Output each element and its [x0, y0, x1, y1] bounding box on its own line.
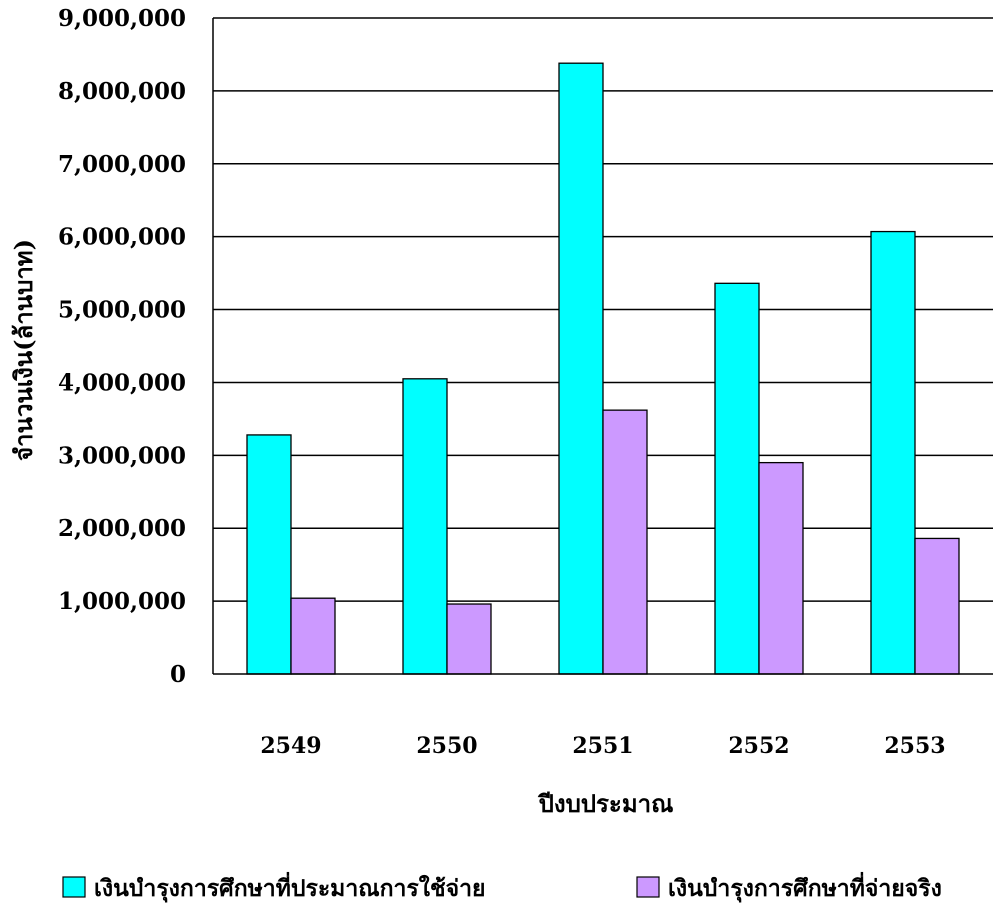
- y-tick-label: 1,000,000: [58, 588, 186, 615]
- legend-item-planned: เงินบำรุงการศึกษาที่ประมาณการใช้จ่าย: [62, 871, 486, 903]
- legend-label-actual: เงินบำรุงการศึกษาที่จ่ายจริง: [668, 871, 942, 903]
- legend-label-planned: เงินบำรุงการศึกษาที่ประมาณการใช้จ่าย: [94, 871, 486, 903]
- bar-actual-2551: [602, 409, 648, 675]
- bar-planned-2550: [402, 378, 448, 675]
- x-tick-label: 2553: [884, 733, 945, 759]
- legend-swatch-planned: [62, 876, 86, 898]
- y-tick-label: 2,000,000: [58, 515, 186, 542]
- y-tick-label: 8,000,000: [58, 78, 186, 105]
- y-tick-label: 7,000,000: [58, 151, 186, 178]
- x-tick-label: 2549: [260, 733, 321, 759]
- x-tick-label: 2551: [572, 733, 633, 759]
- y-tick-label: 6,000,000: [58, 224, 186, 251]
- bar-planned-2552: [714, 282, 760, 675]
- y-tick-label: 3,000,000: [58, 442, 186, 469]
- x-tick-label: 2550: [416, 733, 477, 759]
- axes: [212, 18, 993, 675]
- y-tick-labels: 0 1,000,000 2,000,000 3,000,000 4,000,000 5,0…: [58, 5, 186, 688]
- x-tick-label: 2552: [728, 733, 789, 759]
- bars: [246, 62, 960, 675]
- bar-actual-2553: [914, 537, 960, 675]
- y-tick-label: 4,000,000: [58, 369, 186, 396]
- y-tick-label: 5,000,000: [58, 297, 186, 324]
- y-axis-title: จำนวนเงิน(ล้านบาท): [9, 239, 38, 461]
- y-tick-label: 0: [170, 661, 186, 688]
- bar-actual-2552: [758, 461, 804, 675]
- x-tick-labels: 2549 2550 2551 2552 2553: [260, 733, 945, 759]
- legend: เงินบำรุงการศึกษาที่ประมาณการใช้จ่าย เงิ…: [62, 871, 942, 903]
- bar-actual-2549: [290, 597, 336, 675]
- bar-planned-2549: [246, 434, 292, 675]
- bar-planned-2551: [558, 62, 604, 675]
- bar-actual-2550: [446, 603, 492, 675]
- x-axis-title: ปีงบประมาณ: [538, 789, 674, 818]
- bar-planned-2553: [870, 230, 916, 675]
- legend-item-actual: เงินบำรุงการศึกษาที่จ่ายจริง: [636, 871, 942, 903]
- legend-swatch-actual: [636, 876, 660, 898]
- y-tick-label: 9,000,000: [58, 5, 186, 32]
